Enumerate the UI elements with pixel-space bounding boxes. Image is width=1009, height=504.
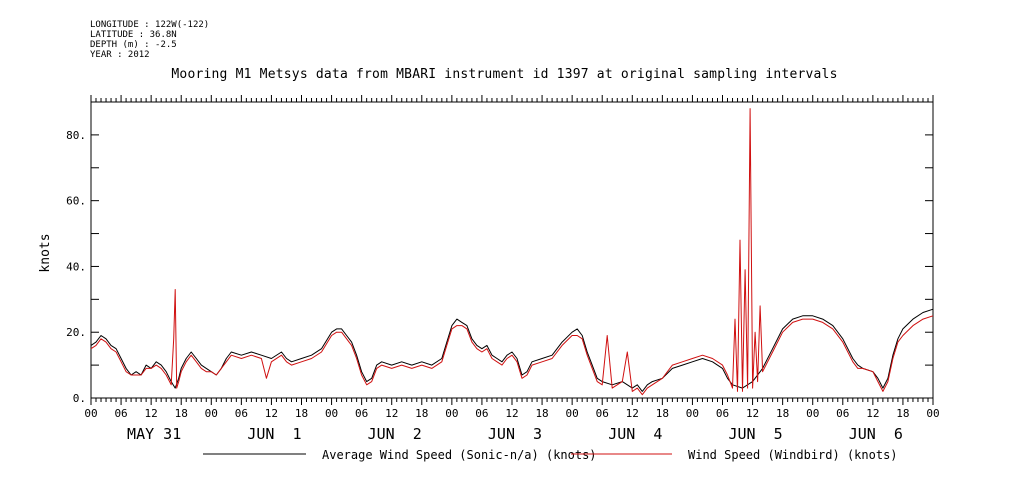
x-day-label: JUN 4 xyxy=(608,425,662,443)
x-hour-label: 00 xyxy=(84,407,97,420)
plot-border xyxy=(90,101,934,399)
x-hour-label: 18 xyxy=(896,407,909,420)
x-hour-label: 00 xyxy=(325,407,338,420)
y-tick-label: 80. xyxy=(66,129,86,142)
legend-label-windbird: Wind Speed (Windbird) (knots) xyxy=(688,448,898,462)
series-line-average-wind xyxy=(90,308,934,392)
x-day-label: MAY 31 xyxy=(127,425,181,443)
metadata-longitude: LONGITUDE : 122W(-122) xyxy=(90,20,210,30)
x-hour-label: 06 xyxy=(596,407,609,420)
y-tick-label: 0. xyxy=(73,392,86,405)
x-hour-label: 00 xyxy=(926,407,939,420)
x-hour-label: 12 xyxy=(385,407,398,420)
x-hour-label: 18 xyxy=(535,407,548,420)
metadata-year: YEAR : 2012 xyxy=(90,50,150,60)
x-hour-label: 06 xyxy=(716,407,729,420)
x-hour-label: 06 xyxy=(235,407,248,420)
y-tick-label: 60. xyxy=(66,195,86,208)
x-day-labels: MAY 31 JUN 1 JUN 2 JUN 3 JUN 4 JUN 5 JUN 6 xyxy=(127,425,903,443)
x-hour-label: 12 xyxy=(145,407,158,420)
x-hour-label: 18 xyxy=(415,407,428,420)
x-hour-label: 00 xyxy=(205,407,218,420)
y-tick-label: 20. xyxy=(66,326,86,339)
x-hour-label: 18 xyxy=(175,407,188,420)
x-hour-label: 12 xyxy=(866,407,879,420)
x-hour-label: 00 xyxy=(686,407,699,420)
chart-title: Mooring M1 Metsys data from MBARI instru… xyxy=(171,67,838,82)
series-line-windbird xyxy=(90,108,934,396)
x-hour-label: 00 xyxy=(566,407,579,420)
x-hour-label: 12 xyxy=(505,407,518,420)
y-axis-label: knots xyxy=(38,233,53,272)
legend-label-average-wind: Average Wind Speed (Sonic-n/a) (knots) xyxy=(322,448,597,462)
metadata-latitude: LATITUDE : 36.8N xyxy=(90,30,177,40)
metadata-depth: DEPTH (m) : -2.5 xyxy=(90,40,177,50)
y-tick-label: 40. xyxy=(66,260,86,273)
metadata-block: LONGITUDE : 122W(-122) LATITUDE : 36.8N … xyxy=(90,20,209,60)
x-hour-label: 18 xyxy=(295,407,308,420)
x-hour-label: 12 xyxy=(626,407,639,420)
x-hour-label: 18 xyxy=(776,407,789,420)
x-hour-label: 12 xyxy=(265,407,278,420)
x-hour-label: 00 xyxy=(806,407,819,420)
x-hour-labels: 00 06 12 18 00 06 12 18 00 06 12 18 00 06 12 18 00 06 12 18… xyxy=(84,407,939,420)
x-hour-label: 06 xyxy=(114,407,127,420)
x-hour-label: 18 xyxy=(656,407,669,420)
x-day-label: JUN 1 xyxy=(247,425,301,443)
y-axis-ticks: 0. 20. 40. 60. 80. xyxy=(66,101,933,405)
legend: Average Wind Speed (Sonic-n/a) (knots) W… xyxy=(203,448,898,462)
x-hour-label: 06 xyxy=(836,407,849,420)
x-hour-label: 12 xyxy=(746,407,759,420)
x-hour-label: 06 xyxy=(355,407,368,420)
x-day-label: JUN 3 xyxy=(488,425,542,443)
x-day-label: JUN 2 xyxy=(368,425,422,443)
x-hour-label: 06 xyxy=(475,407,488,420)
series-layer xyxy=(90,108,934,396)
x-day-label: JUN 5 xyxy=(728,425,782,443)
x-hour-label: 00 xyxy=(445,407,458,420)
plot-frame xyxy=(90,101,934,399)
x-minor-ticks xyxy=(90,95,934,405)
x-day-label: JUN 6 xyxy=(849,425,903,443)
